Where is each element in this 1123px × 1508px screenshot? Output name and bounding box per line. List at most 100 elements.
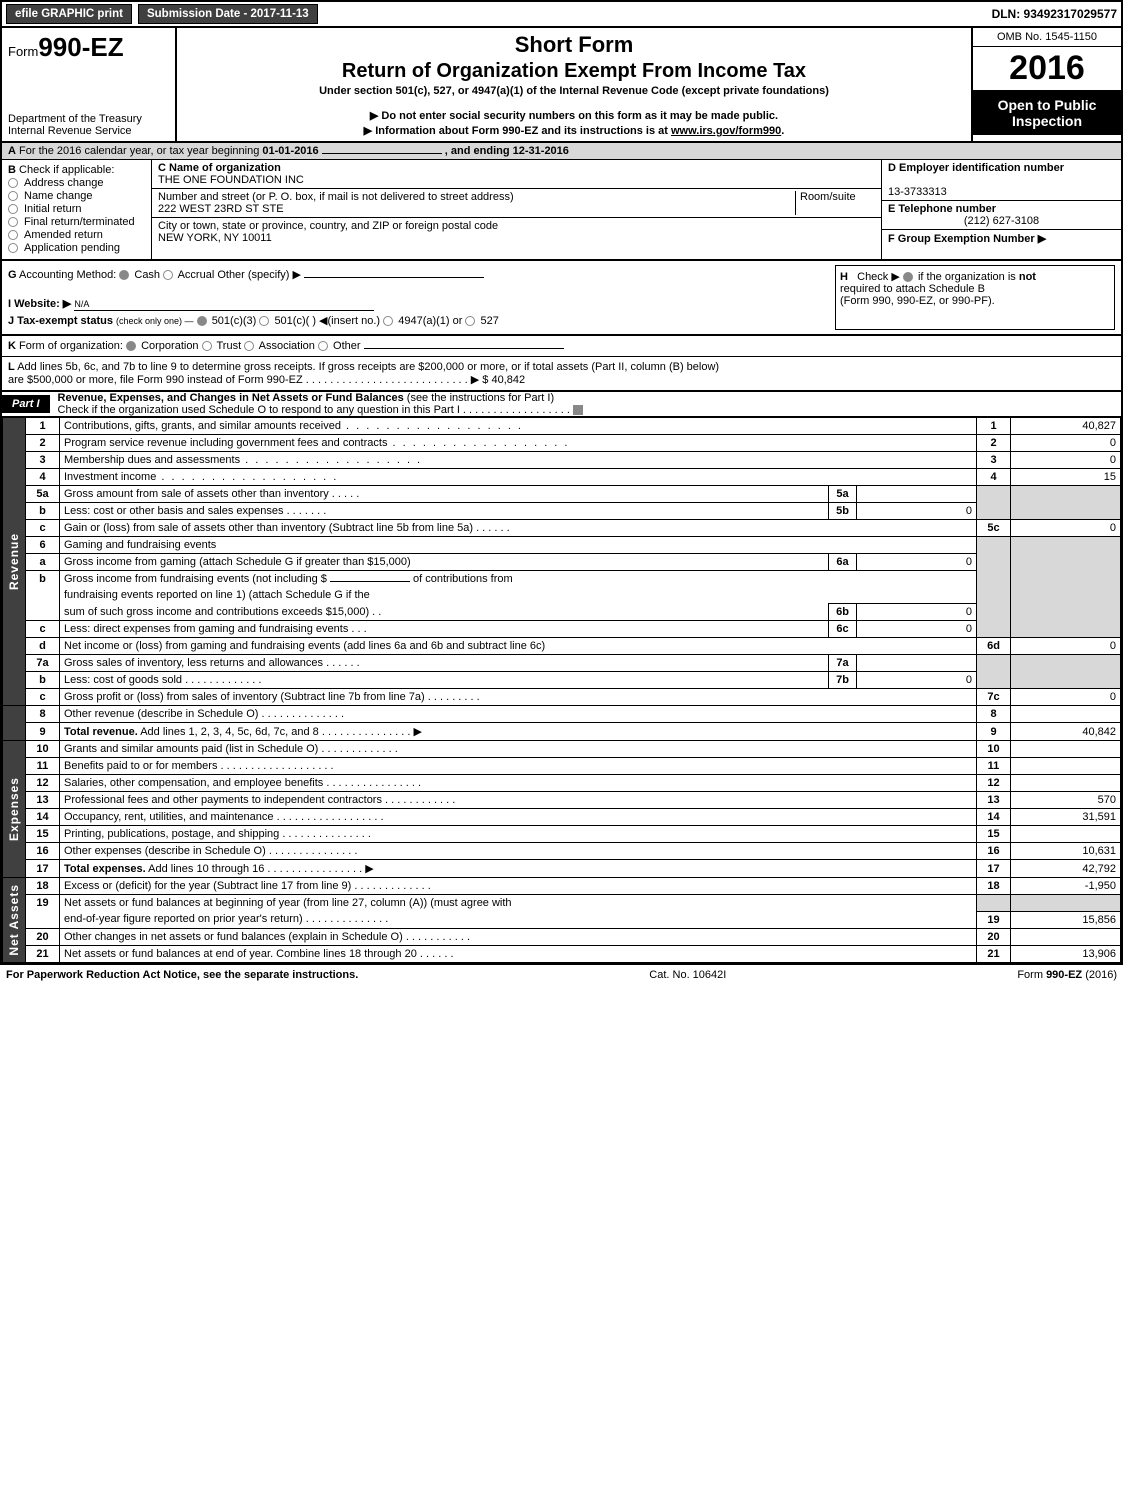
j-line: J Tax-exempt status (check only one) — 5… [8,314,823,327]
k-assoc-radio[interactable] [244,341,254,351]
r15-amt [1011,826,1121,843]
r18-t: Excess or (deficit) for the year (Subtra… [64,880,351,892]
r16-rn: 16 [977,843,1011,860]
r18-n: 18 [26,878,60,895]
r17-t: Total expenses. [64,863,146,875]
dln-label: DLN: 93492317029577 [992,7,1117,21]
h-check[interactable] [903,272,913,282]
r6d-n: d [26,638,60,655]
r6-n: 6 [26,537,60,554]
r1-rn: 1 [977,418,1011,435]
j-501c-radio[interactable] [259,316,269,326]
section-g-to-j: G Accounting Method: Cash Accrual Other … [2,261,1121,336]
return-title: Return of Organization Exempt From Incom… [185,60,963,83]
r6c-sub: 6c [829,621,857,638]
row-2: 2 Program service revenue including gove… [3,435,1121,452]
part1-checkbox[interactable] [573,405,583,415]
r20-rn: 20 [977,928,1011,945]
section-b-to-f: B Check if applicable: Address change Na… [2,160,1121,261]
g-cash-radio[interactable] [119,270,129,280]
r19-amt: 15,856 [1011,911,1121,928]
chk-amended[interactable]: Amended return [8,229,145,241]
r21-t: Net assets or fund balances at end of ye… [64,948,417,960]
r5c-t: Gain or (loss) from sale of assets other… [64,522,473,534]
r2-t: Program service revenue including govern… [64,437,387,449]
sidebar-expenses: Expenses [7,777,21,841]
j-label: J Tax-exempt status [8,315,113,327]
e-label: E Telephone number [888,203,996,215]
arrow2-link[interactable]: www.irs.gov/form990 [671,125,781,137]
row-6b-top: b Gross income from fundraising events (… [3,571,1121,588]
k-trust-radio[interactable] [202,341,212,351]
chk-address-change[interactable]: Address change [8,177,145,189]
r2-n: 2 [26,435,60,452]
chk-initial-return[interactable]: Initial return [8,203,145,215]
arrow2-post: . [781,125,784,137]
footer-center: Cat. No. 10642I [649,969,726,981]
chk-final-return[interactable]: Final return/terminated [8,216,145,228]
chk-final-return-label: Final return/terminated [24,216,135,228]
r17-amt: 42,792 [1011,860,1121,878]
k-other-radio[interactable] [318,341,328,351]
h-text4: (Form 990, 990-EZ, or 990-PF). [840,295,995,307]
dept-line2: Internal Revenue Service [8,125,169,137]
r11-t: Benefits paid to or for members [64,760,217,772]
r15-rn: 15 [977,826,1011,843]
l-text2: are $500,000 or more, file Form 990 inst… [8,374,525,386]
g-accrual-radio[interactable] [163,270,173,280]
g-other: Other (specify) ▶ [217,269,301,281]
r15-t: Printing, publications, postage, and shi… [64,828,279,840]
chk-name-change-label: Name change [24,190,93,202]
r10-t: Grants and similar amounts paid (list in… [64,743,318,755]
e-block: E Telephone number (212) 627-3108 [882,201,1121,230]
g-cash: Cash [134,269,160,281]
r5b-n: b [26,503,60,520]
r20-t: Other changes in net assets or fund bala… [64,931,403,943]
r13-t: Professional fees and other payments to … [64,794,382,806]
sidebar-revenue: Revenue [7,533,21,590]
chk-app-pending[interactable]: Application pending [8,242,145,254]
j-o3: 4947(a)(1) or [398,315,462,327]
row-5b: b Less: cost or other basis and sales ex… [3,503,1121,520]
row-3: 3 Membership dues and assessments 3 0 [3,452,1121,469]
r16-n: 16 [26,843,60,860]
footer-left: For Paperwork Reduction Act Notice, see … [6,969,358,981]
j-o2: 501(c)( ) ◀(insert no.) [274,315,380,327]
r14-n: 14 [26,809,60,826]
k-corp-radio[interactable] [126,341,136,351]
row-13: 13 Professional fees and other payments … [3,792,1121,809]
r3-n: 3 [26,452,60,469]
efile-print-button[interactable]: efile GRAPHIC print [6,4,132,24]
g-accrual: Accrual [178,269,215,281]
row-14: 14 Occupancy, rent, utilities, and maint… [3,809,1121,826]
r15-n: 15 [26,826,60,843]
j-501c3-radio[interactable] [197,316,207,326]
city-block: City or town, state or province, country… [152,218,881,246]
row-9: 9 Total revenue. Add lines 1, 2, 3, 4, 5… [3,723,1121,741]
form-number-big: 990-EZ [38,32,123,62]
g-text: Accounting Method: [19,269,116,281]
chk-name-change[interactable]: Name change [8,190,145,202]
row-21: 21 Net assets or fund balances at end of… [3,945,1121,962]
k-o2: Trust [216,340,241,352]
r1-n: 1 [26,418,60,435]
r7b-sub: 7b [829,672,857,689]
r16-t: Other expenses (describe in Schedule O) [64,845,266,857]
col-def: D Employer identification number 13-3733… [881,160,1121,259]
r4-amt: 15 [1011,469,1121,486]
r7a-subamt [857,655,977,672]
part1-hint: (see the instructions for Part I) [407,392,554,404]
r14-amt: 31,591 [1011,809,1121,826]
street-label: Number and street (or P. O. box, if mail… [158,191,514,203]
r10-n: 10 [26,741,60,758]
j-4947-radio[interactable] [383,316,393,326]
submission-date-button[interactable]: Submission Date - 2017-11-13 [138,4,318,24]
part1-header: Part I Revenue, Expenses, and Changes in… [2,392,1121,417]
j-527-radio[interactable] [465,316,475,326]
b-label: B [8,164,16,176]
row-7a: 7a Gross sales of inventory, less return… [3,655,1121,672]
r19-t2: end-of-year figure reported on prior yea… [64,913,303,925]
department-label: Department of the Treasury Internal Reve… [8,113,169,137]
sec-a-text1: For the 2016 calendar year, or tax year … [19,145,262,157]
c-label: C Name of organization [158,162,281,174]
